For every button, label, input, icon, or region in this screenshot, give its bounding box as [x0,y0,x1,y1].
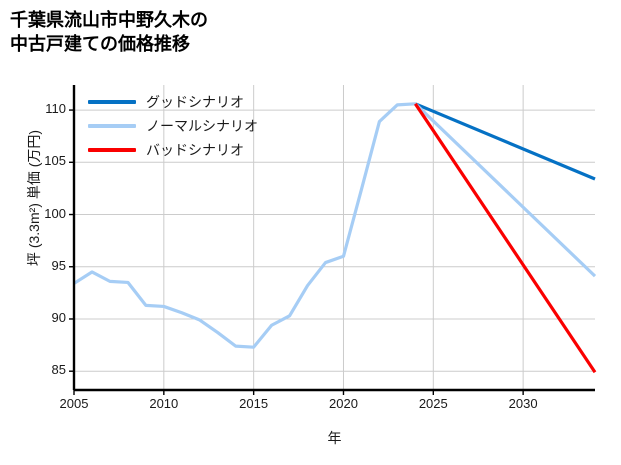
legend-item[interactable]: バッドシナリオ [88,138,258,162]
series-line [73,102,597,349]
y-axis-title: 坪 (3.3m²) 単価 (万円) [26,129,42,267]
x-tick-label: 2025 [418,396,448,411]
legend-item[interactable]: グッドシナリオ [88,90,258,114]
x-axis-title: 年 [327,430,342,446]
legend-item[interactable]: ノーマルシナリオ [88,114,258,138]
x-tick-label: 2020 [329,396,358,411]
legend-label: ノーマルシナリオ [146,118,258,134]
y-tick-label: 100 [44,205,66,221]
legend-color-swatch [88,124,136,128]
x-tick-label: 2030 [508,396,538,411]
series-line [414,102,597,374]
y-tick-label: 95 [51,257,66,273]
legend-color-swatch [88,148,136,152]
chart-legend: グッドシナリオ ノーマルシナリオ バッドシナリオ [88,90,258,162]
x-tick-label: 2010 [149,396,179,411]
y-tick-label: 110 [45,101,66,117]
legend-label: バッドシナリオ [146,142,244,158]
chart-title: 千葉県流山市中野久木の 中古戸建ての価格推移 [10,10,208,55]
y-axis-tick-labels: 85 90 95 100 105 110 [22,0,66,465]
legend-color-swatch [88,100,136,104]
legend-label: グッドシナリオ [146,94,244,110]
y-tick-label: 85 [51,362,66,378]
series-line [414,102,596,181]
y-tick-label: 105 [44,153,66,169]
x-tick-label: 2015 [239,396,269,411]
x-tick-label: 2005 [59,396,89,411]
y-tick-label: 90 [51,309,66,325]
